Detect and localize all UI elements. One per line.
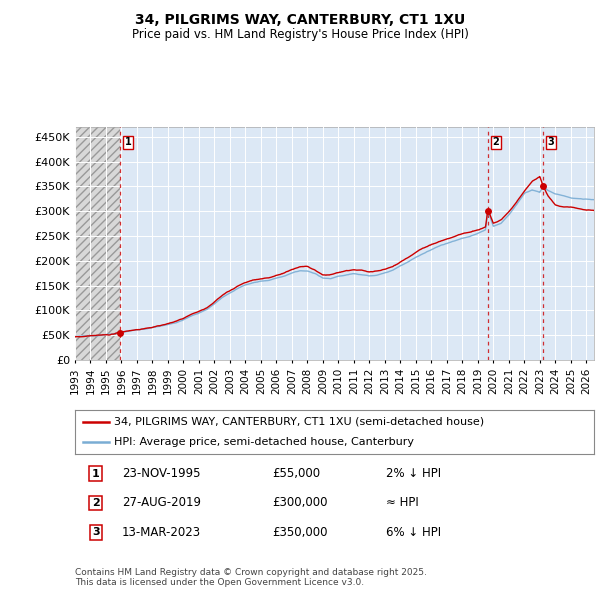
Text: 1: 1 bbox=[125, 137, 131, 148]
Text: Contains HM Land Registry data © Crown copyright and database right 2025.
This d: Contains HM Land Registry data © Crown c… bbox=[75, 568, 427, 587]
Bar bbox=[75, 127, 120, 360]
Text: £55,000: £55,000 bbox=[272, 467, 320, 480]
Text: 2: 2 bbox=[92, 498, 100, 508]
Text: 3: 3 bbox=[92, 527, 100, 537]
Text: 27-AUG-2019: 27-AUG-2019 bbox=[122, 496, 201, 510]
Text: £350,000: £350,000 bbox=[272, 526, 328, 539]
Text: 34, PILGRIMS WAY, CANTERBURY, CT1 1XU (semi-detached house): 34, PILGRIMS WAY, CANTERBURY, CT1 1XU (s… bbox=[114, 417, 484, 427]
Text: 2% ↓ HPI: 2% ↓ HPI bbox=[386, 467, 442, 480]
Text: 6% ↓ HPI: 6% ↓ HPI bbox=[386, 526, 442, 539]
Text: 3: 3 bbox=[548, 137, 554, 148]
Text: 1: 1 bbox=[92, 469, 100, 478]
Text: 2: 2 bbox=[493, 137, 499, 148]
Text: 34, PILGRIMS WAY, CANTERBURY, CT1 1XU: 34, PILGRIMS WAY, CANTERBURY, CT1 1XU bbox=[135, 13, 465, 27]
Text: Price paid vs. HM Land Registry's House Price Index (HPI): Price paid vs. HM Land Registry's House … bbox=[131, 28, 469, 41]
Bar bbox=[75, 127, 120, 360]
Text: £300,000: £300,000 bbox=[272, 496, 328, 510]
Text: HPI: Average price, semi-detached house, Canterbury: HPI: Average price, semi-detached house,… bbox=[114, 437, 414, 447]
Text: 13-MAR-2023: 13-MAR-2023 bbox=[122, 526, 201, 539]
Text: 23-NOV-1995: 23-NOV-1995 bbox=[122, 467, 200, 480]
Bar bbox=[120, 127, 600, 360]
Text: ≈ HPI: ≈ HPI bbox=[386, 496, 419, 510]
